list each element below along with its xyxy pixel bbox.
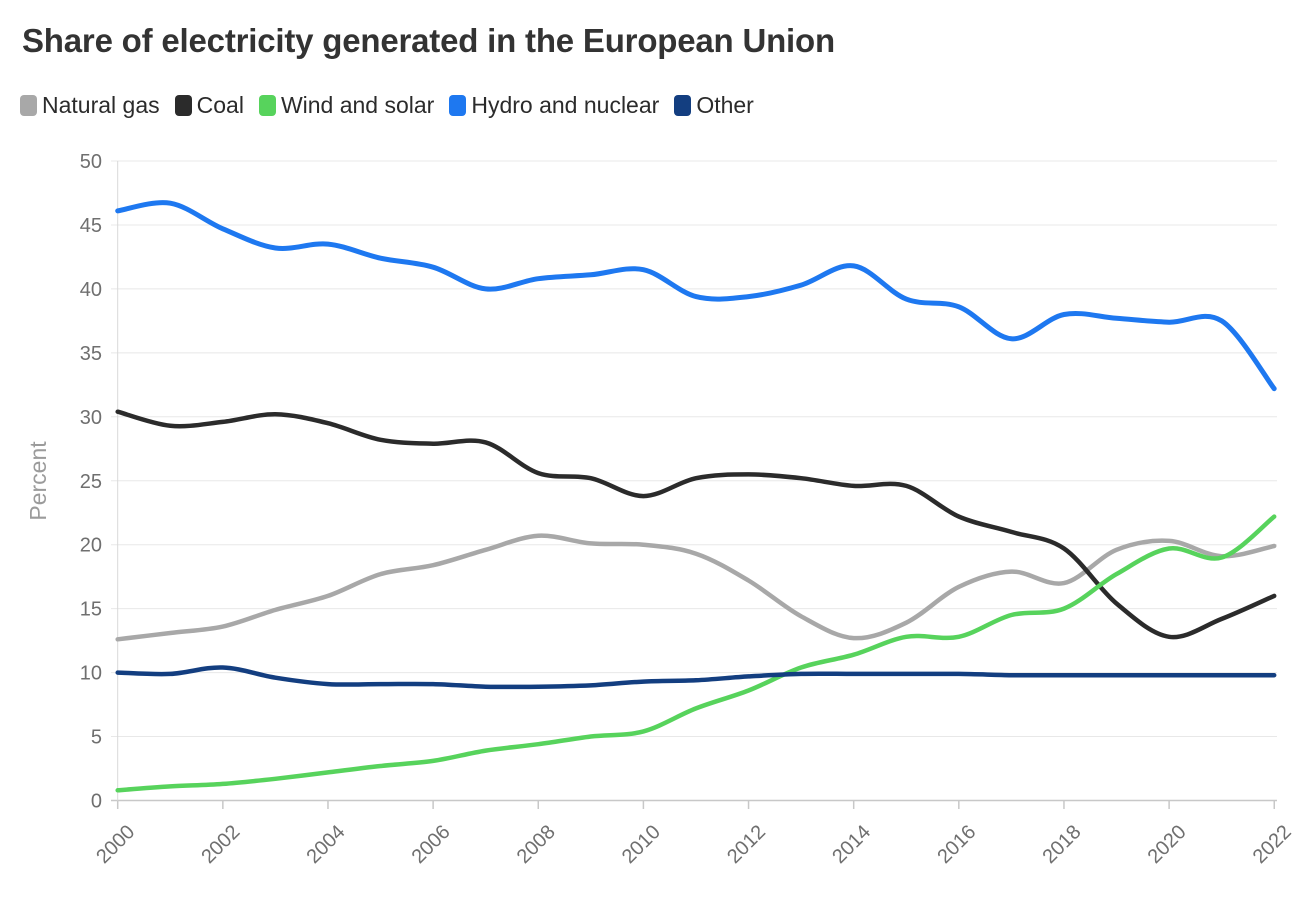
legend-item: Natural gas — [20, 92, 160, 119]
legend-item: Coal — [174, 92, 244, 119]
x-tick-label: 2002 — [197, 821, 244, 868]
y-tick-label: 40 — [80, 279, 102, 301]
chart-title: Share of electricity generated in the Eu… — [22, 22, 835, 59]
x-tick-label: 2012 — [723, 821, 770, 868]
y-tick-label: 5 — [91, 727, 102, 749]
legend-label: Wind and solar — [280, 92, 435, 118]
x-tick-label: 2014 — [828, 821, 875, 868]
legend-swatch — [674, 95, 692, 116]
y-axis-title: Percent — [25, 441, 51, 521]
axis-layer — [116, 161, 1275, 809]
x-tick-label: 2016 — [933, 821, 980, 868]
tick-label-layer: 0 5 10 15 20 25 30 35 40 45 50 2000 2002 2004 2006 2008… — [80, 151, 1296, 868]
legend-label: Coal — [196, 92, 244, 118]
legend: Natural gas Coal Wind and solar Hydro and n… — [20, 92, 754, 119]
series-line-hydro-and-nuclear — [115, 200, 1277, 392]
x-tick-label: 2022 — [1249, 821, 1296, 868]
x-tick-label: 2004 — [302, 821, 349, 868]
legend-swatch — [20, 95, 37, 116]
series-line-natural-gas — [115, 533, 1277, 642]
legend-label: Other — [696, 92, 754, 118]
y-tick-label: 20 — [80, 535, 102, 557]
legend-swatch — [258, 95, 276, 116]
series-layer — [115, 200, 1277, 793]
legend-label: Hydro and nuclear — [471, 92, 660, 118]
y-tick-label: 30 — [80, 407, 102, 429]
y-tick-label: 50 — [80, 151, 102, 173]
series-line-coal — [115, 409, 1277, 640]
x-tick-label: 2008 — [513, 821, 560, 868]
legend-label: Natural gas — [42, 92, 160, 118]
legend-item: Other — [674, 92, 754, 119]
x-tick-label: 2006 — [408, 821, 455, 868]
x-tick-label: 2010 — [618, 821, 665, 868]
y-tick-label: 45 — [80, 215, 102, 237]
y-tick-label: 35 — [80, 343, 102, 365]
y-tick-label: 0 — [91, 791, 102, 813]
x-tick-label: 2000 — [92, 821, 139, 868]
x-tick-label: 2018 — [1038, 821, 1085, 868]
legend-swatch — [449, 95, 467, 116]
legend-swatch — [174, 95, 192, 116]
x-tick-label: 2020 — [1144, 821, 1191, 868]
y-tick-label: 15 — [80, 599, 102, 621]
y-tick-label: 10 — [80, 663, 102, 685]
series-line-other — [115, 665, 1277, 690]
legend-item: Hydro and nuclear — [449, 92, 659, 119]
series-line-wind-and-solar — [115, 514, 1277, 793]
y-tick-label: 25 — [80, 471, 102, 493]
legend-item: Wind and solar — [258, 92, 435, 119]
